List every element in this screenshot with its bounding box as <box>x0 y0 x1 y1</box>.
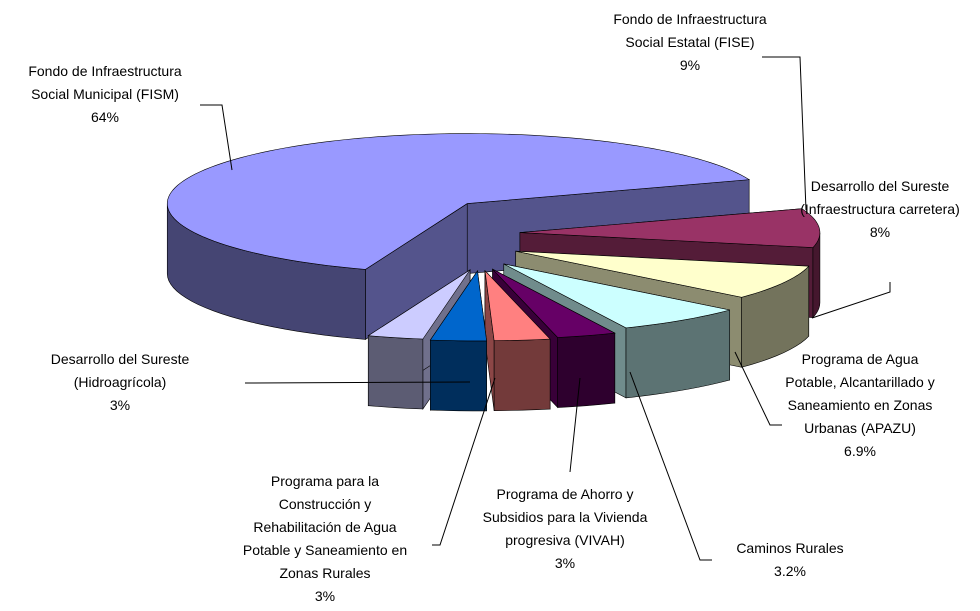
slice <box>367 269 471 340</box>
leader-line <box>200 104 233 171</box>
leader-line <box>432 377 496 546</box>
slice-label: Desarrollo del Sureste (Infraestructura … <box>795 175 965 244</box>
slice-label: Fondo de Infraestructura Social Estatal … <box>605 8 775 77</box>
leader-line <box>762 56 807 211</box>
slice-wall <box>557 332 616 408</box>
category-name: Desarrollo del Sureste (Hidroagrícola) <box>50 351 190 390</box>
leader-line <box>811 282 891 319</box>
value-label: 3% <box>314 588 336 604</box>
slice <box>503 263 730 329</box>
leader-line <box>569 377 581 473</box>
slice-wall <box>367 335 424 410</box>
slice-wall <box>493 338 551 411</box>
slice-label: Programa de Ahorro y Subsidios para la V… <box>465 483 665 575</box>
value-label: 3.2% <box>774 563 806 579</box>
value-label: 8% <box>869 224 891 240</box>
category-name: Desarrollo del Sureste (Infraestructura … <box>800 178 960 217</box>
category-name: Fondo de Infraestructura Social Estatal … <box>613 11 767 50</box>
slice-label: Programa de Agua Potable, Alcantarillado… <box>780 348 940 463</box>
value-label: 6.9% <box>844 443 876 459</box>
slice-label: Caminos Rurales 3.2% <box>705 537 875 583</box>
leader-line <box>244 381 471 384</box>
slice-label: Programa para la Construcción y Rehabili… <box>235 470 415 608</box>
slice-label: Desarrollo del Sureste (Hidroagrícola) 3% <box>20 348 220 417</box>
value-label: 3% <box>109 397 131 413</box>
category-name: Programa de Ahorro y Subsidios para la V… <box>482 486 648 548</box>
category-name: Programa de Agua Potable, Alcantarillado… <box>785 351 935 436</box>
value-label: 9% <box>679 57 701 73</box>
value-label: 64% <box>90 109 120 125</box>
category-name: Fondo de Infraestructura Social Municipa… <box>28 63 182 102</box>
value-label: 3% <box>554 555 576 571</box>
slice <box>429 270 487 342</box>
category-name: Programa para la Construcción y Rehabili… <box>242 473 408 581</box>
leader-line <box>629 371 712 561</box>
slice <box>492 268 616 338</box>
slice-label: Fondo de Infraestructura Social Municipa… <box>20 60 190 129</box>
leader-line <box>734 351 782 426</box>
slice-wall <box>430 339 487 412</box>
slice <box>166 133 751 270</box>
slice <box>519 208 821 248</box>
slice <box>515 250 810 298</box>
category-name: Caminos Rurales <box>736 540 844 556</box>
slice <box>484 269 551 341</box>
